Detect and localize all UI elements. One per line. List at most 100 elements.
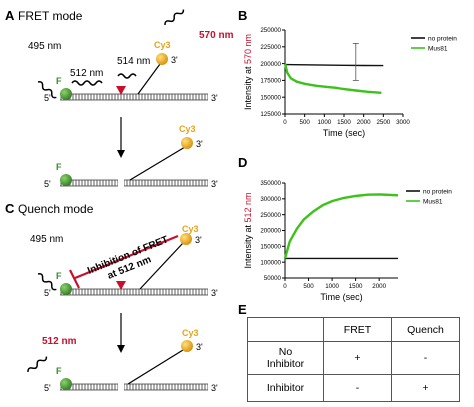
chart-b-y-axis-label-wavelength: 570 nm — [243, 34, 253, 64]
cell-no-inhibitor-fret: + — [323, 341, 392, 375]
chart-b-x-tick-label: 500 — [300, 119, 311, 126]
cell-inhibitor-fret: - — [323, 374, 392, 402]
row-label-inhibitor: Inhibitor — [247, 374, 324, 402]
table-corner — [247, 317, 324, 342]
chart-d-y-tick-label: 100000 — [260, 259, 281, 266]
fluorescein-label-quench-cleaved: F — [56, 366, 62, 376]
excitation-wave — [37, 81, 57, 99]
chart-b-legend-label-no-protein: no protein — [428, 36, 457, 43]
panel-d: D 50000 100000 150000 200000 250000 300000 350… — [238, 155, 452, 302]
quench-emission-wave — [27, 356, 48, 373]
chart-b-y-tick-label: 225000 — [260, 44, 281, 51]
cell-no-inhibitor-quench: - — [391, 341, 460, 375]
panel-d-letter: D — [238, 155, 247, 170]
quench-5prime: 5' — [44, 288, 51, 298]
strand-5prime: 5' — [44, 93, 51, 103]
chart-b-x-tick-label: 2500 — [376, 119, 390, 126]
chart-b-series-mus81 — [283, 63, 382, 94]
excitation-label: 495 nm — [28, 41, 61, 52]
chart-b-x-tick-label: 1000 — [317, 119, 331, 126]
acceptor-emission-wave — [164, 9, 185, 26]
inhibition-bar — [74, 234, 179, 280]
chart-d-y-tick-label: 50000 — [264, 275, 282, 282]
fluorescein-dye — [60, 88, 72, 100]
inhibitor-table: FRET Quench No Inhibitor + - Inhibitor -… — [247, 317, 460, 402]
panel-a-title: FRET mode — [18, 9, 83, 23]
dna-strand — [60, 94, 208, 100]
panel-b: B 125000 150000 175000 200000 225000 250000 0 5… — [238, 8, 457, 138]
chart-b-y-tick-label: 125000 — [260, 111, 281, 118]
donor-emission-label: 512 nm — [70, 68, 103, 79]
panel-a-letter: A — [5, 8, 15, 23]
quench-released-flap — [127, 349, 184, 385]
cy3-3prime-released: 3' — [196, 139, 203, 149]
dna-strand-quench — [60, 289, 208, 295]
fluorescein-label-cleaved: F — [56, 162, 62, 172]
cy3-3prime-quench-released: 3' — [196, 342, 203, 352]
panel-a: A FRET mode 495 nm 512 nm 514 nm 570 nm … — [5, 8, 234, 189]
fret-transfer-wave — [117, 73, 137, 79]
chart-b-y-axis-label: Intensity at 570 nm — [243, 34, 253, 110]
cy3-dye-released — [181, 137, 193, 149]
quench-cleaved-5prime: 5' — [44, 383, 51, 393]
cy3-label-quench-released: Cy3 — [182, 328, 199, 338]
chart-b-y-axis-label-prefix: Intensity at — [243, 64, 253, 110]
chart-b-x-tick-label: 0 — [283, 119, 287, 126]
cell-inhibitor-quench: + — [391, 374, 460, 402]
released-flap — [129, 146, 186, 181]
row-label-line2: Inhibitor — [266, 358, 305, 370]
chart-d-x-tick-label: 500 — [303, 283, 314, 290]
chart-b-y-tick-label: 200000 — [260, 61, 281, 68]
acceptor-tether-quench — [139, 242, 184, 290]
chart-b-y-tick-label: 175000 — [260, 78, 281, 85]
chart-d-y-tick-label: 300000 — [260, 196, 281, 203]
fluorescein-label: F — [56, 76, 62, 86]
cy3-dye-quench — [180, 233, 192, 245]
fluorescein-dye-quench — [60, 283, 72, 295]
chart-d-x-tick-label: 2000 — [372, 283, 386, 290]
quench-3prime: 3' — [211, 288, 218, 298]
chart-d-x-axis-label: Time (sec) — [320, 292, 362, 302]
panel-c-letter: C — [5, 201, 15, 216]
fluorescein-dye-quench-cleaved — [60, 378, 72, 390]
quench-cleaved-left — [60, 384, 118, 390]
chart-b-x-tick-label: 1500 — [337, 119, 351, 126]
chart-d-y-tick-label: 250000 — [260, 212, 281, 219]
cy3-dye — [156, 53, 168, 65]
chart-d-x-tick-label: 1500 — [349, 283, 363, 290]
chart-d-y-axis-label: Intensity at 512 nm — [243, 192, 253, 268]
chart-b: 125000 150000 175000 200000 225000 250000 0 500… — [243, 27, 457, 138]
chart-d-legend-label-no-protein: no protein — [423, 189, 452, 196]
excitation-label-quench: 495 nm — [30, 234, 63, 245]
cleavage-site-marker — [116, 86, 126, 95]
table-header-fret: FRET — [323, 317, 392, 342]
fluorescein-label-quench: F — [56, 271, 62, 281]
cleavage-site-marker-quench — [116, 281, 126, 290]
cleaved-5prime: 5' — [44, 179, 51, 189]
cleaved-strand-left — [60, 180, 118, 186]
acceptor-tether — [137, 63, 161, 95]
row-label-no-inhibitor: No Inhibitor — [247, 341, 324, 375]
chart-d-y-tick-label: 350000 — [260, 180, 281, 187]
chart-b-x-tick-label: 2000 — [357, 119, 371, 126]
table-header-quench: Quench — [391, 317, 460, 342]
fret-transfer-label: 514 nm — [117, 56, 150, 67]
chart-d-y-tick-label: 200000 — [260, 228, 281, 235]
chart-d: 50000 100000 150000 200000 250000 300000 35000… — [243, 180, 452, 302]
panel-c-title: Quench mode — [18, 202, 94, 216]
cy3-dye-quench-released — [181, 340, 193, 352]
chart-d-y-axis-label-prefix: Intensity at — [243, 223, 253, 269]
excitation-wave-quench — [37, 273, 57, 291]
donor-emission-wave — [71, 80, 103, 86]
cy3-3prime: 3' — [171, 55, 178, 65]
panel-b-letter: B — [238, 8, 247, 23]
chart-d-series-mus81 — [283, 193, 399, 259]
panel-c: C Quench mode 495 nm Inhibition of FRET … — [5, 201, 218, 393]
cleaved-3prime: 3' — [211, 179, 218, 189]
chart-d-y-axis-label-wavelength: 512 nm — [243, 192, 253, 222]
quench-cleaved-3prime: 3' — [211, 383, 218, 393]
cy3-label-quench: Cy3 — [182, 224, 199, 234]
cleaved-strand-right — [124, 180, 208, 186]
table-row: No Inhibitor + - — [247, 341, 460, 375]
